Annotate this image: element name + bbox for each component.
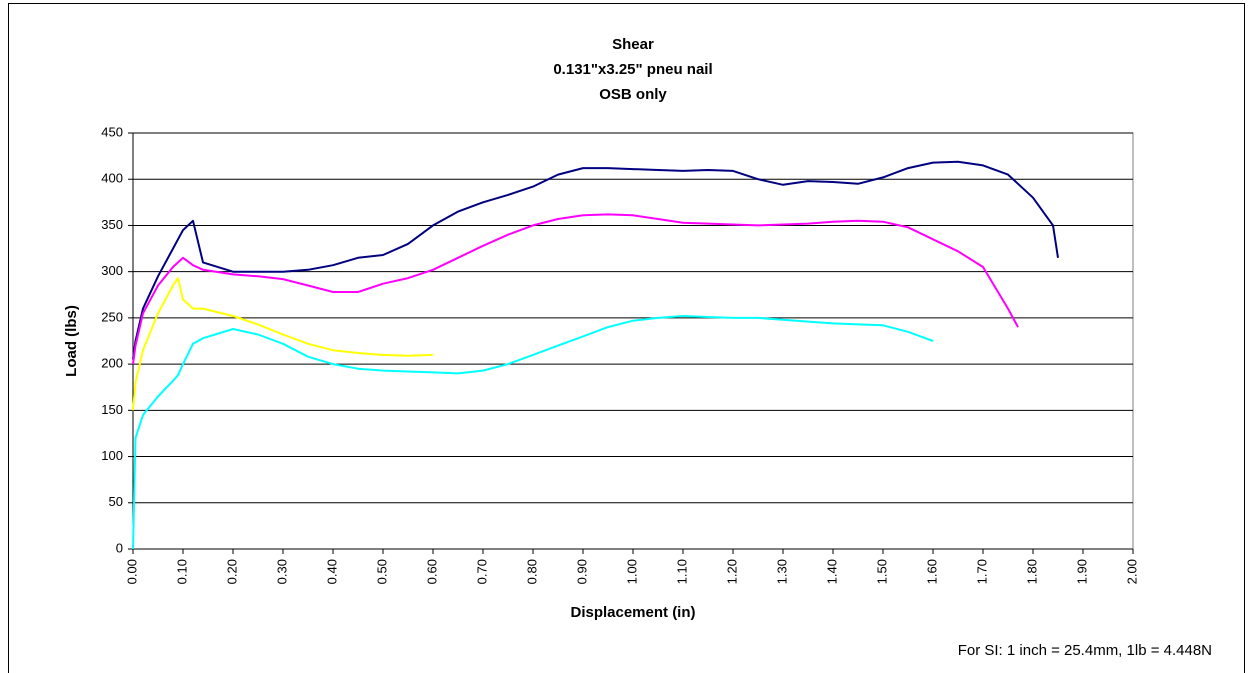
x-tick-label: 1.50 <box>874 559 889 584</box>
y-tick-label: 350 <box>101 217 123 232</box>
x-tick-label: 1.30 <box>774 559 789 584</box>
x-axis-label: Displacement (in) <box>570 604 695 621</box>
y-tick-label: 0 <box>116 540 123 555</box>
x-tick-label: 1.10 <box>674 559 689 584</box>
x-tick-label: 0.70 <box>474 559 489 584</box>
x-tick-label: 0.90 <box>574 559 589 584</box>
note: For SI: 1 inch = 25.4mm, 1lb = 4.448N <box>958 642 1212 659</box>
data-line <box>132 213 1019 365</box>
x-tick-label: 0.40 <box>324 559 339 584</box>
y-tick-label: 200 <box>101 356 123 371</box>
x-tick-label: 1.90 <box>1074 559 1089 584</box>
chart-title: 0.131"x3.25" pneu nail <box>553 61 712 78</box>
y-tick-label: 250 <box>101 309 123 324</box>
x-tick-label: 1.70 <box>974 559 989 584</box>
x-tick-label: 2.00 <box>1124 559 1139 584</box>
chart-title: Shear <box>612 36 654 53</box>
x-tick-label: 1.20 <box>724 559 739 584</box>
x-tick-label: 0.20 <box>224 559 239 584</box>
y-axis-label: Load (lbs) <box>63 305 80 377</box>
y-tick-label: 450 <box>101 124 123 139</box>
x-tick-label: 1.80 <box>1024 559 1039 584</box>
x-tick-label: 1.60 <box>924 559 939 584</box>
data-line <box>132 315 934 550</box>
y-tick-label: 50 <box>109 494 123 509</box>
chart-title: OSB only <box>599 86 667 103</box>
x-tick-label: 0.00 <box>124 559 139 584</box>
data-line <box>132 277 434 411</box>
x-tick-label: 1.00 <box>624 559 639 584</box>
x-tick-label: 0.30 <box>274 559 289 584</box>
x-tick-label: 0.50 <box>374 559 389 584</box>
x-tick-label: 0.80 <box>524 559 539 584</box>
y-tick-label: 150 <box>101 402 123 417</box>
y-tick-label: 100 <box>101 448 123 463</box>
plot-area <box>132 132 1134 550</box>
x-tick-label: 0.10 <box>174 559 189 584</box>
x-tick-label: 1.40 <box>824 559 839 584</box>
data-line <box>132 160 1059 360</box>
y-tick-label: 300 <box>101 263 123 278</box>
y-tick-label: 400 <box>101 171 123 186</box>
x-tick-label: 0.60 <box>424 559 439 584</box>
